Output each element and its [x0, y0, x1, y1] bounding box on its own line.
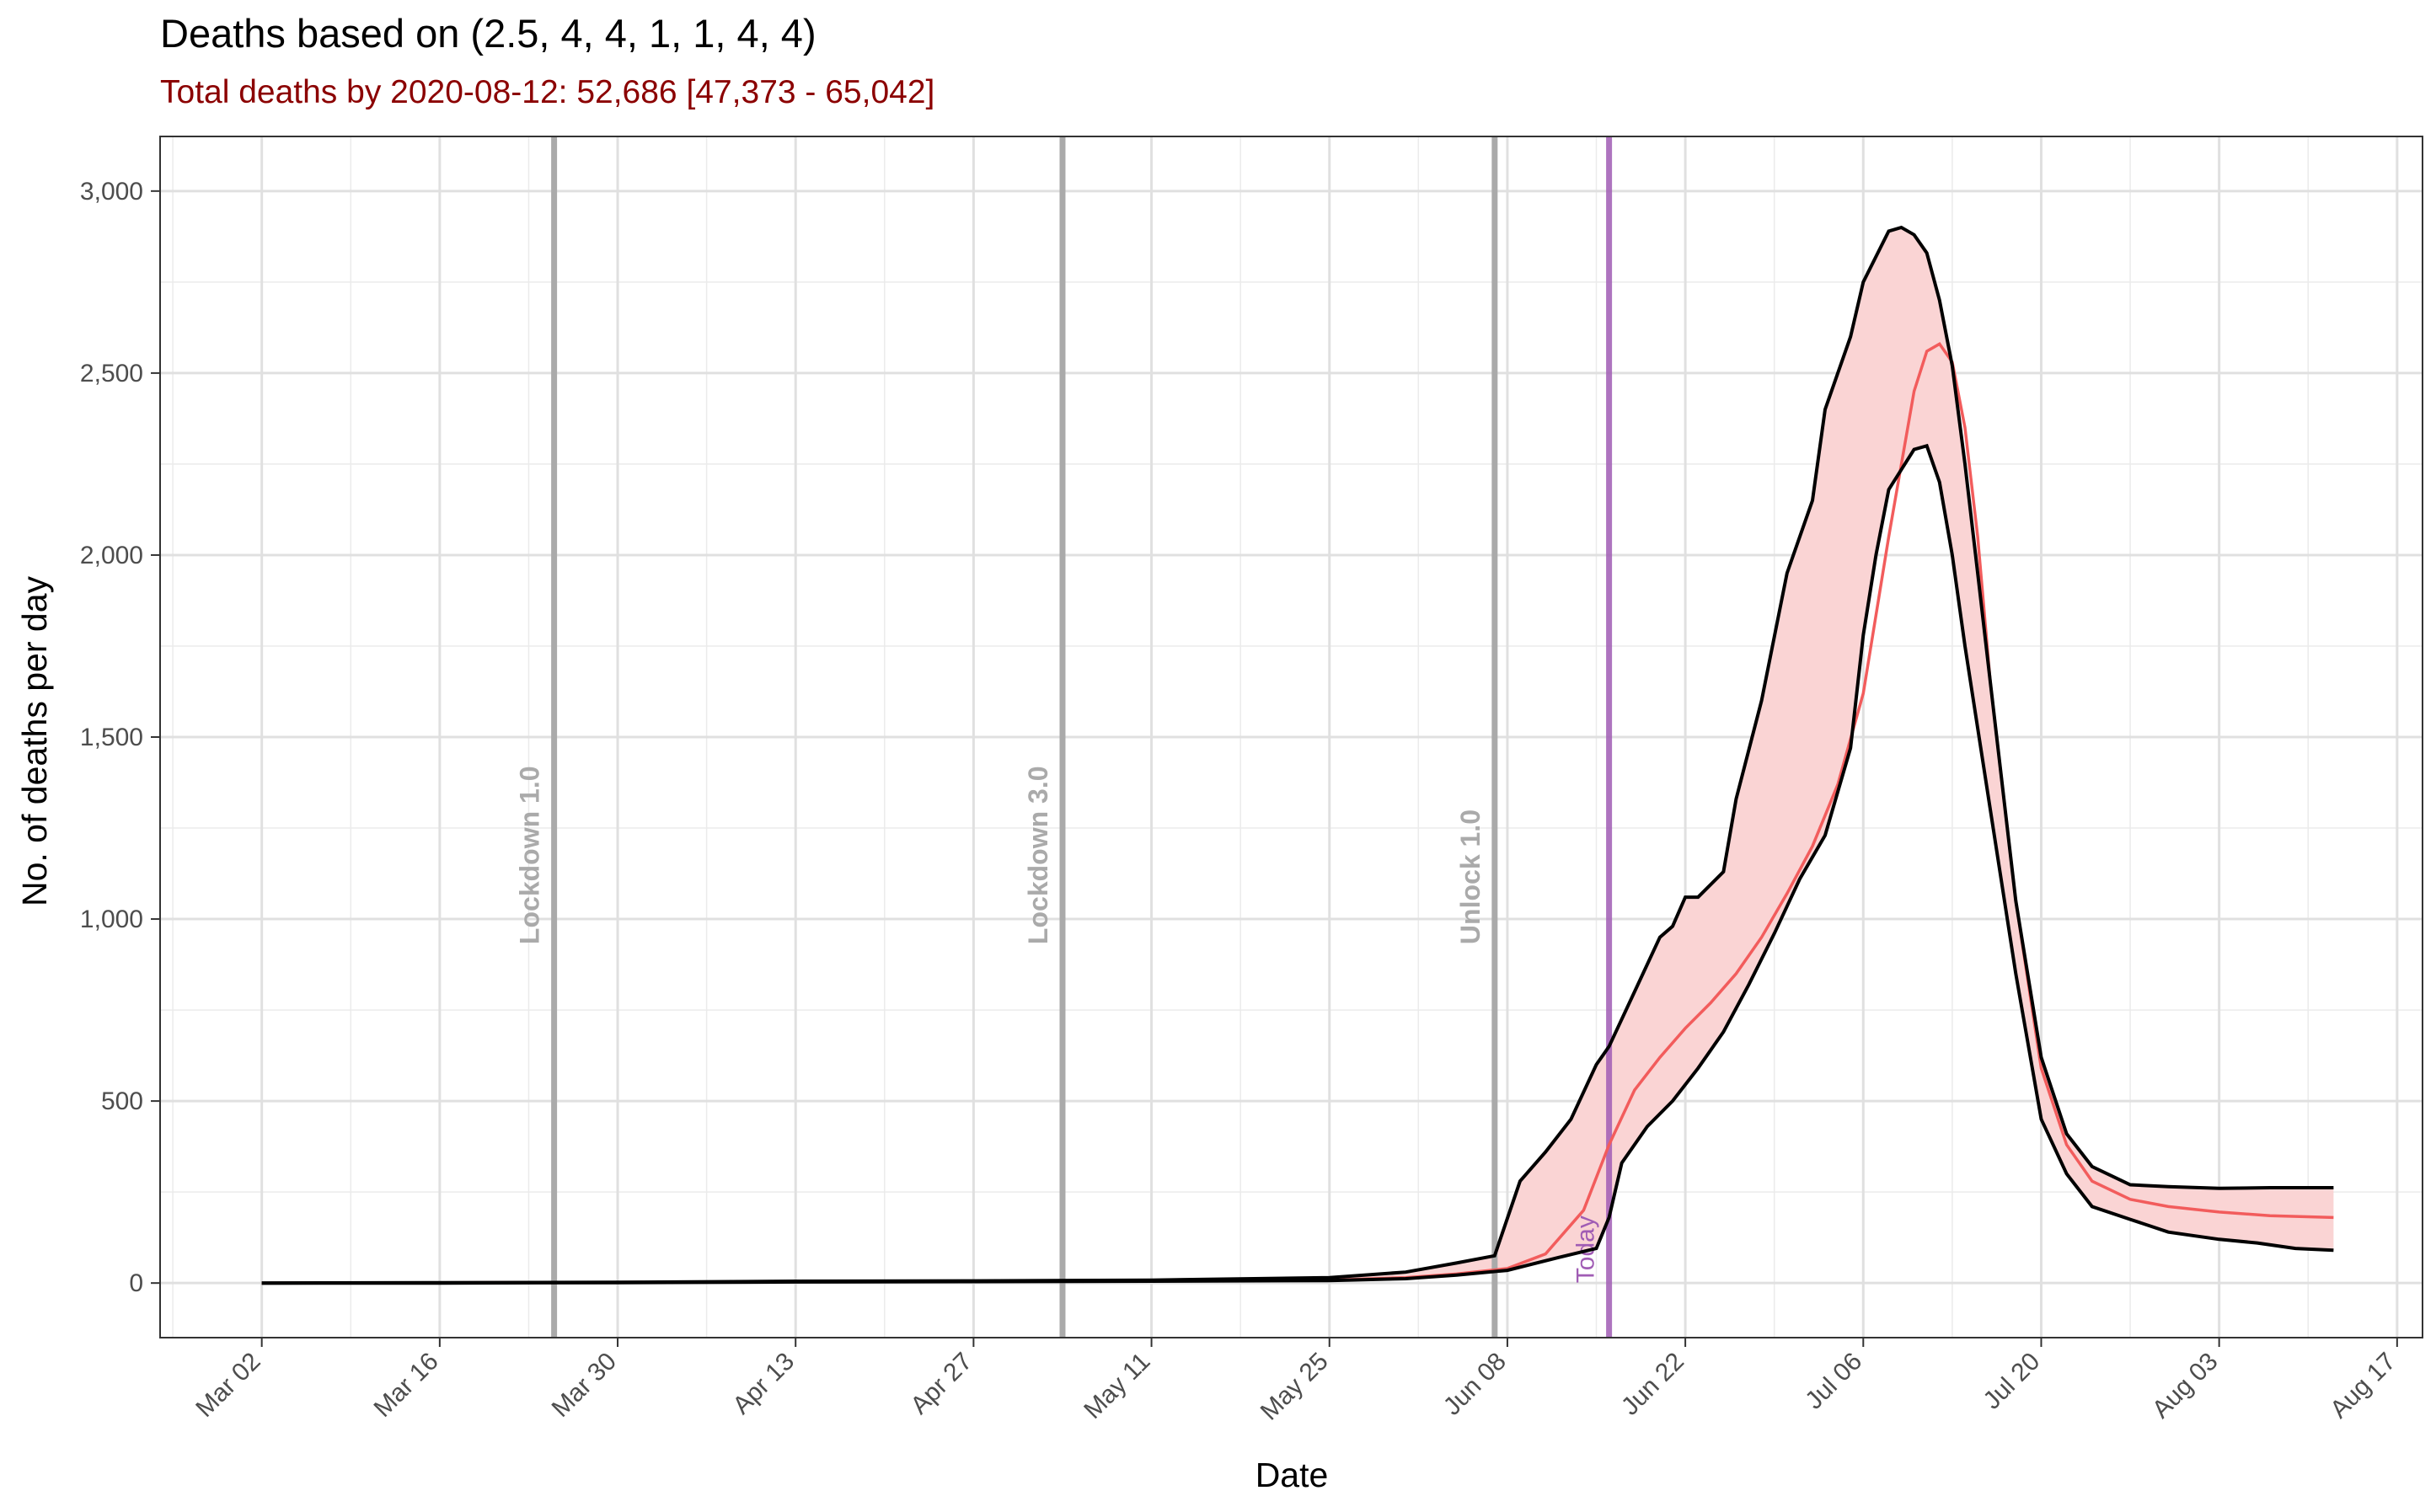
upper-bound-line	[261, 225, 2334, 1285]
panel-border	[159, 136, 2423, 1338]
x-tick-label: Mar 02	[190, 1348, 265, 1423]
confidence-ribbon	[261, 227, 2334, 1284]
chart-title: Deaths based on (2.5, 4, 4, 1, 1, 4, 4)	[160, 11, 816, 56]
event-label-unlock-1-0: Unlock 1.0	[1455, 809, 1486, 944]
x-tick-label: Aug 03	[2147, 1348, 2224, 1424]
chart-subtitle: Total deaths by 2020-08-12: 52,686 [47,3…	[160, 74, 935, 110]
event-label-lockdown-1-0: Lockdown 1.0	[515, 766, 545, 944]
y-tick-label: 0	[129, 1269, 143, 1297]
x-tick-label: Aug 17	[2325, 1348, 2401, 1424]
x-tick-label: Apr 13	[727, 1348, 800, 1420]
event-label-lockdown-3-0: Lockdown 3.0	[1023, 766, 1053, 944]
y-tick-label: 2,000	[80, 542, 143, 569]
x-tick-label: Apr 27	[906, 1348, 978, 1420]
y-tick-label: 2,500	[80, 360, 143, 387]
x-tick-label: May 25	[1255, 1348, 1334, 1426]
series-layer	[261, 225, 2334, 1285]
y-axis-label: No. of deaths per day	[15, 575, 54, 906]
x-tick-label: May 11	[1079, 1348, 1155, 1424]
y-tick-label: 1,500	[80, 724, 143, 751]
lower-bound-line	[261, 443, 2334, 1285]
x-tick-label: Jun 22	[1616, 1348, 1689, 1421]
y-tick-label: 1,000	[80, 906, 143, 933]
confidence-ribbon-layer	[261, 227, 2334, 1284]
x-tick-label: Jun 08	[1438, 1348, 1512, 1421]
x-tick-label: Mar 30	[547, 1348, 622, 1423]
x-tick-label: Mar 16	[368, 1348, 443, 1423]
y-tick-label: 500	[101, 1087, 143, 1115]
x-tick-label: Jul 20	[1978, 1348, 2045, 1415]
x-tick-label: Jul 06	[1800, 1348, 1867, 1415]
x-axis-label: Date	[1255, 1456, 1329, 1494]
y-tick-label: 3,000	[80, 178, 143, 206]
